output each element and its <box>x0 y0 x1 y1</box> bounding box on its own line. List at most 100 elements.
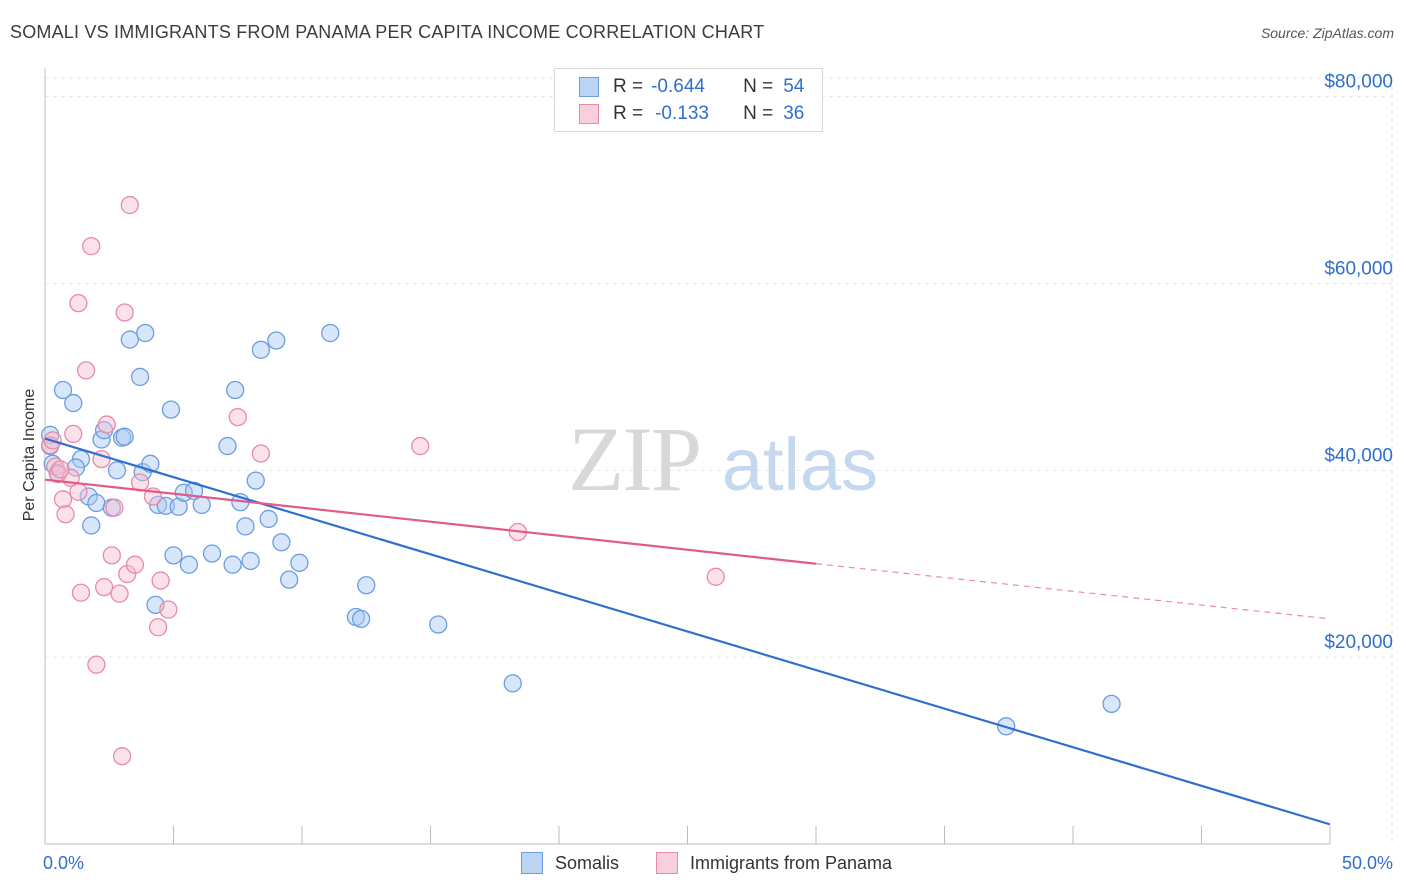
panama-point <box>76 361 96 380</box>
somali-point <box>120 330 139 349</box>
somali-point <box>351 609 371 629</box>
somali-point <box>179 555 199 574</box>
panama-swatch <box>656 852 678 874</box>
correlation-legend: R = -0.644 N = 54 R = -0.133 N = 36 <box>554 68 823 132</box>
watermark: ZIP atlas <box>568 408 878 510</box>
y-tick-label: $20,000 <box>1324 632 1393 653</box>
panama-point <box>112 747 132 766</box>
legend-label-panama: Immigrants from Panama <box>690 852 893 873</box>
trend-line-panama-extension <box>815 563 1331 620</box>
somali-point <box>246 471 265 490</box>
series-somalis <box>40 323 1121 736</box>
y-tick-labels: $20,000 $40,000 $60,000 $80,000 <box>1324 72 1393 653</box>
somali-point <box>136 323 155 343</box>
panama-point <box>56 505 75 524</box>
somali-point <box>161 400 181 419</box>
x-tick-labels: 0.0% 50.0% <box>43 853 1393 873</box>
panama-point <box>148 618 168 637</box>
somalis-swatch <box>521 852 543 874</box>
legend-row-somalis: R = -0.644 N = 54 <box>579 74 804 100</box>
somali-point <box>259 509 278 529</box>
panama-point <box>102 546 121 565</box>
somali-point <box>202 544 222 563</box>
somali-point <box>156 496 175 515</box>
y-tick-label: $40,000 <box>1324 445 1393 466</box>
axes <box>44 68 1331 845</box>
somali-point <box>218 436 237 456</box>
panama-point <box>97 415 116 434</box>
somali-point <box>64 393 83 413</box>
panama-point <box>94 577 114 597</box>
somali-point <box>223 555 242 574</box>
panama-point <box>51 460 70 479</box>
trend-lines <box>44 437 1331 826</box>
panama-point <box>87 655 106 674</box>
panama-point <box>251 444 271 463</box>
somali-point <box>82 516 101 535</box>
panama-point <box>69 293 88 313</box>
panama-point <box>706 567 725 586</box>
somali-point <box>169 497 188 516</box>
legend-n-label: N = <box>743 103 774 124</box>
somali-point <box>87 493 106 513</box>
panama-point <box>115 303 134 322</box>
legend-r-label: R = <box>613 103 644 124</box>
panama-point <box>71 583 91 602</box>
somali-point <box>226 380 245 400</box>
legend-n-value: 36 <box>783 103 805 124</box>
somali-point <box>279 570 299 589</box>
somali-point <box>164 546 183 565</box>
x-tick-label: 50.0% <box>1342 853 1393 873</box>
y-tick-label: $80,000 <box>1324 72 1393 93</box>
panama-point <box>228 407 247 427</box>
x-tick-label: 0.0% <box>43 853 84 873</box>
legend-item-somalis[interactable]: Somalis <box>521 852 619 874</box>
chart-title: SOMALI VS IMMIGRANTS FROM PANAMA PER CAP… <box>10 22 765 42</box>
panama-point <box>69 482 88 501</box>
panama-point <box>64 424 83 444</box>
somali-point <box>66 458 85 477</box>
panama-point <box>105 498 124 517</box>
legend-row-panama: R = -0.133 N = 36 <box>579 101 804 127</box>
somali-point <box>241 551 260 571</box>
watermark-atlas: atlas <box>722 423 878 506</box>
legend-n-value: 54 <box>783 76 805 97</box>
watermark-zip: ZIP <box>568 408 700 510</box>
panama-point <box>110 584 129 603</box>
series-legend: Somalis Immigrants from Panama <box>0 852 1406 878</box>
somali-point <box>251 340 271 359</box>
source-credit: Source: ZipAtlas.com <box>1260 25 1394 41</box>
panama-point <box>118 564 137 584</box>
panama-point <box>82 236 101 256</box>
legend-r-label: R = <box>613 76 644 97</box>
legend-r-value: -0.133 <box>655 103 709 124</box>
somali-point <box>236 517 255 536</box>
somalis-swatch <box>579 77 599 97</box>
somali-point <box>290 553 309 572</box>
somali-point <box>357 576 376 595</box>
somali-point <box>429 615 448 634</box>
legend-label-somalis: Somalis <box>555 852 620 873</box>
panama-swatch <box>579 104 599 124</box>
trend-line-panama <box>44 478 817 565</box>
panama-point <box>120 195 139 215</box>
y-tick-label: $60,000 <box>1324 259 1393 280</box>
panama-point <box>125 555 145 574</box>
somali-point <box>130 367 150 387</box>
somali-point <box>267 331 286 350</box>
panama-point <box>151 571 170 590</box>
somali-point <box>53 380 73 400</box>
somali-point <box>192 495 211 515</box>
somali-point <box>115 427 134 446</box>
panama-point <box>159 600 178 619</box>
somali-point <box>107 461 127 480</box>
legend-n-label: N = <box>743 76 774 97</box>
legend-item-panama[interactable]: Immigrants from Panama <box>656 852 892 874</box>
somali-point <box>503 674 522 693</box>
panama-point <box>411 436 430 456</box>
somali-point <box>272 533 291 552</box>
legend-r-value: -0.644 <box>651 76 705 97</box>
grid-lines <box>45 77 1393 844</box>
somali-point <box>321 323 340 343</box>
